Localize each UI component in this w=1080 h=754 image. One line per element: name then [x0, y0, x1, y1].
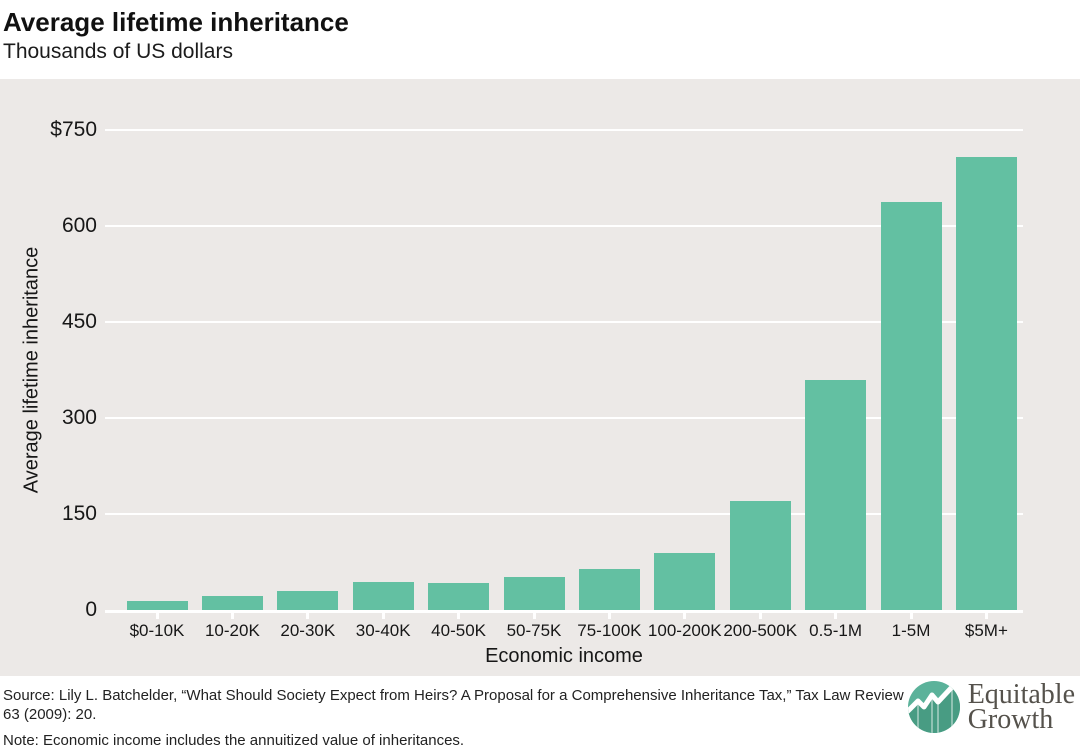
x-tick-100-200K [683, 613, 687, 619]
gridline-600 [105, 225, 1023, 227]
x-tick-10-20K [230, 613, 234, 619]
bar-10-20K [201, 596, 263, 610]
growth-line-chart-icon [907, 681, 960, 733]
source-citation: Source: Lily L. Batchelder, “What Should… [3, 687, 904, 723]
bar-1-5M [880, 202, 942, 610]
bar-$0-10K [126, 601, 188, 610]
chart-subtitle: Thousands of US dollars [3, 39, 233, 63]
bar-30-40K [352, 582, 414, 610]
y-tick-label-450: 450 [61, 310, 97, 333]
x-tick-label-30-40K: 30-40K [355, 621, 411, 640]
footer: Source: Lily L. Batchelder, “What Should… [0, 676, 1080, 754]
y-tick-label-600: 600 [61, 214, 97, 237]
bar-40-50K [428, 583, 490, 610]
chart-header: Average lifetime inheritance Thousands o… [0, 0, 1080, 65]
y-tick-label-0: 0 [85, 598, 97, 621]
logo-word-2: Growth [967, 704, 1054, 735]
x-tick-label-$5M+: $5M+ [964, 621, 1008, 640]
gridline-300 [105, 417, 1023, 419]
x-axis-line [105, 610, 1023, 613]
page-title: Average lifetime inheritance [3, 7, 349, 37]
y-axis-title: Average lifetime inheritance [20, 246, 43, 494]
x-tick-label-1-5M: 1-5M [891, 621, 931, 640]
x-tick-label-0.5-1M: 0.5-1M [809, 621, 863, 640]
x-tick-50-75K [532, 613, 536, 619]
bar-20-30K [277, 591, 339, 610]
x-tick-label-10-20K: 10-20K [204, 621, 260, 640]
x-tick-30-40K [381, 613, 385, 619]
x-tick-0.5-1M [834, 613, 838, 619]
bar-$5M+ [955, 157, 1017, 610]
y-tick-label-300: 300 [61, 406, 97, 429]
x-tick-label-100-200K: 100-200K [647, 621, 722, 640]
logo-wordmark: Equitable Growth [967, 678, 1075, 735]
x-tick-label-$0-10K: $0-10K [129, 621, 185, 640]
x-tick-75-100K [607, 613, 611, 619]
x-tick-$5M+ [984, 613, 988, 619]
logo-word-1: Equitable [967, 678, 1075, 710]
x-axis-title: Economic income [485, 645, 643, 667]
gridline-450 [105, 321, 1023, 323]
x-tick-label-200-500K: 200-500K [723, 621, 798, 640]
bar-75-100K [578, 569, 640, 610]
x-tick-20-30K [306, 613, 310, 619]
bar-0.5-1M [805, 380, 867, 610]
x-tick-label-50-75K: 50-75K [506, 621, 562, 640]
x-tick-$0-10K [155, 613, 159, 619]
y-tick-label-750: $750 [50, 118, 97, 141]
x-tick-label-75-100K: 75-100K [577, 621, 642, 640]
x-tick-label-20-30K: 20-30K [280, 621, 336, 640]
x-tick-40-50K [457, 613, 461, 619]
equitable-growth-logo: Equitable Growth [907, 678, 1075, 735]
x-tick-1-5M [909, 613, 913, 619]
plot-panel: Average lifetime inheritance $750 600 450 3… [0, 79, 1080, 676]
bar-200-500K [729, 501, 791, 610]
bar-100-200K [654, 553, 716, 610]
gridline-750 [105, 129, 1023, 131]
x-tick-label-40-50K: 40-50K [431, 621, 486, 640]
footnote: Note: Economic income includes the annui… [3, 732, 465, 749]
y-tick-label-150: 150 [61, 502, 97, 525]
gridline-150 [105, 513, 1023, 515]
bar-50-75K [503, 577, 565, 610]
x-tick-200-500K [758, 613, 762, 619]
